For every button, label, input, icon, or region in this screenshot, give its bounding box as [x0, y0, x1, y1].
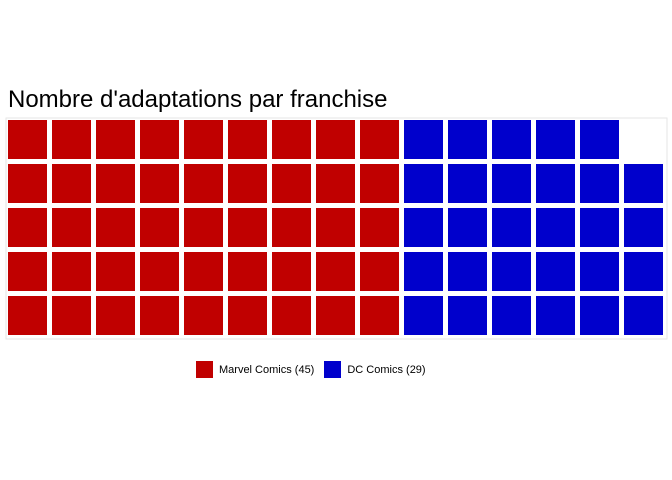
waffle-cell-marvel: [316, 208, 355, 247]
waffle-cell-marvel: [272, 208, 311, 247]
waffle-cell-marvel: [8, 296, 47, 335]
waffle-cell-marvel: [140, 120, 179, 159]
waffle-cell-dc: [404, 120, 443, 159]
legend-label-dc: DC Comics (29): [347, 363, 426, 376]
waffle-cell-dc: [580, 164, 619, 203]
waffle-cell-dc: [492, 120, 531, 159]
waffle-cell-dc: [492, 208, 531, 247]
waffle-cell-marvel: [228, 120, 267, 159]
waffle-cell-marvel: [52, 252, 91, 291]
waffle-cell-marvel: [316, 252, 355, 291]
waffle-cell-marvel: [184, 164, 223, 203]
waffle-cell-marvel: [228, 164, 267, 203]
waffle-cell-marvel: [52, 208, 91, 247]
waffle-cell-marvel: [360, 120, 399, 159]
waffle-cell-dc: [448, 120, 487, 159]
waffle-cell-dc: [580, 252, 619, 291]
waffle-cell-marvel: [52, 120, 91, 159]
waffle-cell-dc: [404, 164, 443, 203]
waffle-cell-dc: [448, 164, 487, 203]
waffle-cell-marvel: [140, 208, 179, 247]
waffle-cell-dc: [624, 296, 663, 335]
legend-item-dc: DC Comics (29): [324, 361, 426, 378]
waffle-cell-marvel: [52, 164, 91, 203]
waffle-cell-dc: [492, 296, 531, 335]
waffle-cell-dc: [624, 208, 663, 247]
legend-label-marvel: Marvel Comics (45): [219, 363, 315, 376]
waffle-cell-marvel: [96, 120, 135, 159]
waffle-cell-marvel: [360, 252, 399, 291]
waffle-cell-marvel: [8, 208, 47, 247]
legend: Marvel Comics (45) DC Comics (29): [196, 361, 436, 378]
waffle-cell-dc: [536, 252, 575, 291]
waffle-cell-dc: [624, 252, 663, 291]
waffle-cell-dc: [536, 120, 575, 159]
waffle-cell-dc: [404, 252, 443, 291]
waffle-cell-marvel: [96, 296, 135, 335]
waffle-cell-marvel: [8, 120, 47, 159]
waffle-cell-marvel: [360, 164, 399, 203]
waffle-cell-marvel: [52, 296, 91, 335]
legend-key-dc: [324, 361, 342, 378]
waffle-cell-dc: [536, 208, 575, 247]
waffle-cell-marvel: [360, 296, 399, 335]
chart-title: Nombre d'adaptations par franchise: [8, 86, 388, 113]
waffle-cell-dc: [492, 252, 531, 291]
waffle-cell-dc: [580, 120, 619, 159]
waffle-cell-dc: [448, 208, 487, 247]
waffle-cell-marvel: [316, 164, 355, 203]
waffle-cell-marvel: [316, 120, 355, 159]
waffle-cell-marvel: [8, 252, 47, 291]
waffle-cell-marvel: [8, 164, 47, 203]
waffle-cell-marvel: [96, 164, 135, 203]
waffle-cell-marvel: [184, 252, 223, 291]
waffle-cell-marvel: [272, 296, 311, 335]
waffle-cell-marvel: [272, 120, 311, 159]
waffle-cell-dc: [448, 252, 487, 291]
waffle-cell-marvel: [140, 164, 179, 203]
waffle-cell-marvel: [228, 296, 267, 335]
waffle-cell-marvel: [184, 208, 223, 247]
waffle-cell-dc: [580, 208, 619, 247]
waffle-cell-marvel: [272, 164, 311, 203]
legend-item-marvel: Marvel Comics (45): [196, 361, 314, 378]
waffle-cell-marvel: [96, 208, 135, 247]
waffle-cell-dc: [536, 164, 575, 203]
waffle-cell-marvel: [228, 252, 267, 291]
waffle-cell-marvel: [360, 208, 399, 247]
waffle-cell-marvel: [184, 120, 223, 159]
waffle-cell-dc: [404, 208, 443, 247]
waffle-cell-marvel: [228, 208, 267, 247]
waffle-cell-dc: [492, 164, 531, 203]
plot-panel-border: [5, 117, 668, 340]
waffle-cell-marvel: [140, 296, 179, 335]
legend-key-marvel: [196, 361, 213, 378]
waffle-cell-marvel: [140, 252, 179, 291]
waffle-cell-marvel: [184, 296, 223, 335]
waffle-cell-dc: [624, 164, 663, 203]
waffle-cell-dc: [536, 296, 575, 335]
waffle-cell-marvel: [272, 252, 311, 291]
waffle-cell-dc: [580, 296, 619, 335]
waffle-cell-dc: [448, 296, 487, 335]
waffle-cell-marvel: [96, 252, 135, 291]
waffle-cell-dc: [404, 296, 443, 335]
waffle-cell-marvel: [316, 296, 355, 335]
